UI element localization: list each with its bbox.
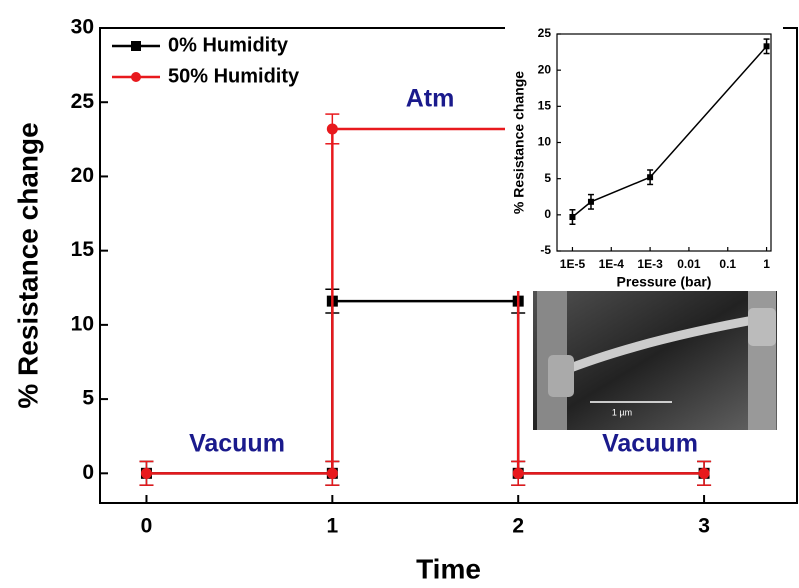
x-tick-label: 0.01 bbox=[677, 257, 701, 271]
y-tick-label: 25 bbox=[71, 90, 95, 113]
sem-pad bbox=[548, 355, 574, 397]
y-tick-label: 5 bbox=[544, 171, 551, 185]
x-tick-label: 2 bbox=[512, 515, 524, 538]
legend-marker bbox=[131, 41, 141, 51]
legend-label: 50% Humidity bbox=[168, 65, 300, 87]
marker bbox=[512, 467, 524, 479]
marker bbox=[140, 467, 152, 479]
marker bbox=[763, 43, 770, 50]
plot-frame bbox=[99, 27, 798, 504]
marker bbox=[326, 123, 338, 135]
sem-background bbox=[533, 280, 777, 430]
y-tick-label: 25 bbox=[538, 26, 552, 40]
y-tick-label: 5 bbox=[82, 387, 94, 410]
sem-wire bbox=[558, 313, 766, 377]
marker bbox=[647, 174, 654, 181]
series-line bbox=[571, 45, 768, 218]
y-tick-label: 20 bbox=[71, 164, 94, 187]
marker bbox=[587, 198, 594, 205]
y-axis-label: % Resistance change bbox=[12, 122, 43, 408]
marker bbox=[326, 467, 338, 479]
sem-electrode bbox=[748, 280, 776, 430]
x-tick-label: 1 bbox=[326, 515, 338, 538]
y-tick-label: 15 bbox=[538, 99, 552, 113]
y-tick-label: 30 bbox=[71, 16, 94, 39]
y-tick-label: 20 bbox=[538, 62, 552, 76]
inset-background bbox=[505, 24, 783, 291]
y-axis-label: % Resistance change bbox=[511, 71, 527, 214]
marker bbox=[698, 467, 710, 479]
y-tick-label: 10 bbox=[71, 312, 94, 335]
annotation: Vacuum bbox=[602, 430, 698, 458]
legend-label: 0% Humidity bbox=[168, 34, 289, 56]
x-tick-label: 1E-4 bbox=[599, 257, 625, 271]
x-tick-label: 1E-5 bbox=[560, 257, 586, 271]
y-tick-label: 10 bbox=[538, 135, 552, 149]
x-tick-label: 3 bbox=[698, 515, 710, 538]
y-tick-label: 0 bbox=[82, 461, 94, 484]
y-tick-label: -5 bbox=[540, 243, 551, 257]
x-tick-label: 1 bbox=[763, 257, 770, 271]
x-tick-label: 0 bbox=[141, 515, 153, 538]
y-tick-label: 15 bbox=[71, 238, 95, 261]
x-axis-label: Time bbox=[416, 553, 481, 584]
sem-pad bbox=[748, 308, 776, 346]
legend-marker bbox=[131, 72, 141, 82]
annotation: Vacuum bbox=[189, 430, 285, 458]
sem-caption: 1 µm bbox=[612, 407, 632, 417]
x-tick-label: 1E-3 bbox=[637, 257, 663, 271]
annotation: Atm bbox=[406, 85, 455, 113]
marker bbox=[569, 214, 576, 221]
sem-image: 1 µm bbox=[533, 280, 777, 430]
series-line bbox=[146, 127, 705, 475]
x-tick-label: 0.1 bbox=[719, 257, 736, 271]
x-axis-label: Pressure (bar) bbox=[617, 274, 712, 290]
y-tick-label: 0 bbox=[544, 207, 551, 221]
